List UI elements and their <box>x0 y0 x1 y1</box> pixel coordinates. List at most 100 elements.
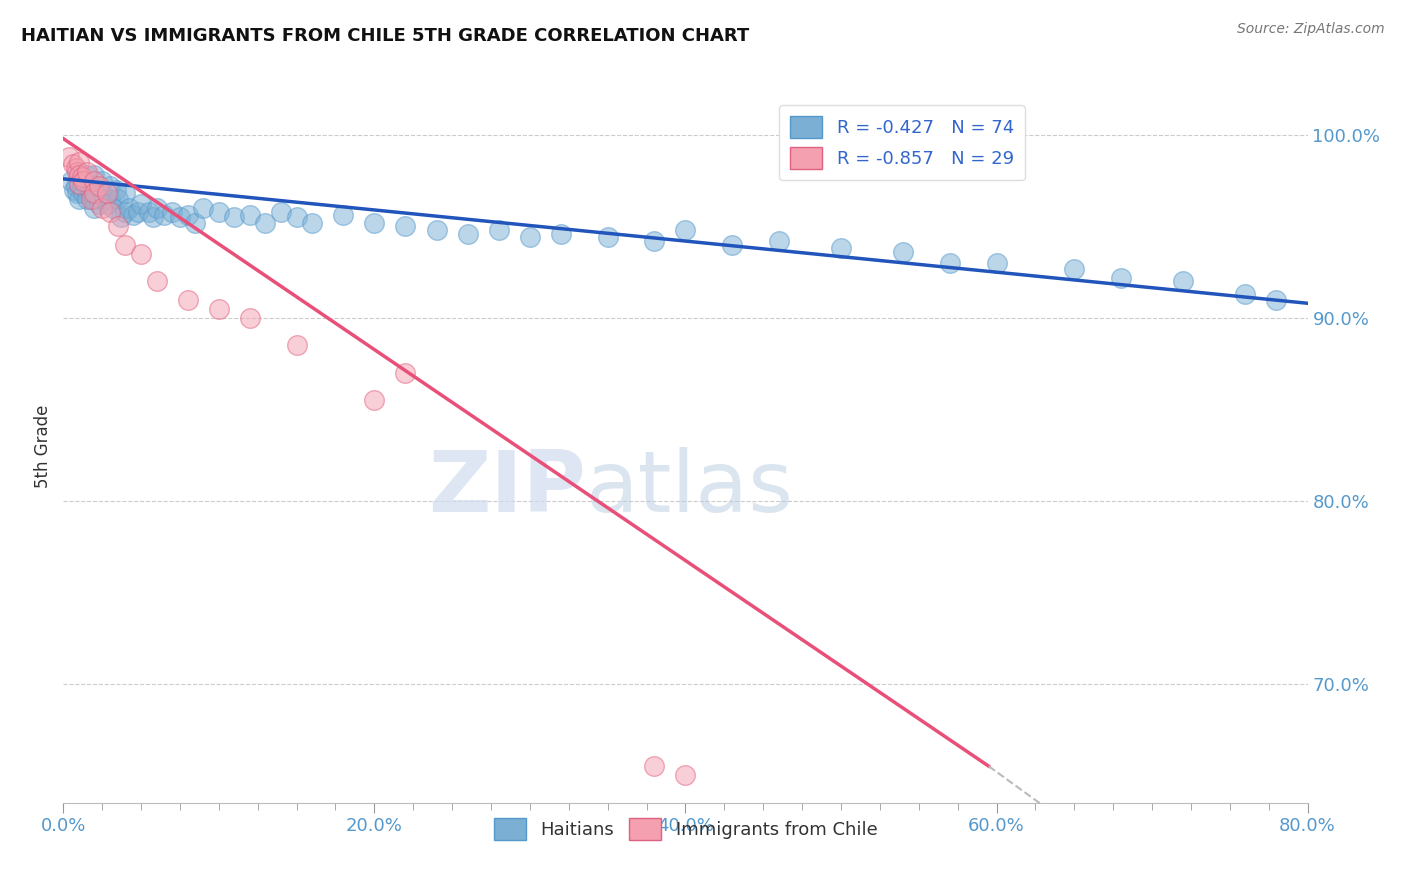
Point <box>129 197 152 211</box>
Point <box>105 183 128 197</box>
Point <box>301 216 323 230</box>
Point <box>107 219 129 234</box>
Point <box>76 192 98 206</box>
Point <box>98 204 121 219</box>
Point <box>96 186 118 201</box>
Point <box>1265 293 1288 307</box>
Point <box>98 179 121 194</box>
Point <box>254 216 277 230</box>
Point <box>114 237 136 252</box>
Point <box>70 179 93 194</box>
Point <box>426 223 449 237</box>
Point <box>87 197 110 211</box>
Text: atlas: atlas <box>586 447 794 531</box>
Point <box>67 164 90 178</box>
Point <box>193 201 215 215</box>
Point <box>550 227 572 241</box>
Text: ZIP: ZIP <box>429 447 586 531</box>
Point <box>153 209 176 223</box>
Legend: Haitians, Immigrants from Chile: Haitians, Immigrants from Chile <box>486 811 884 847</box>
Point <box>891 245 914 260</box>
Point <box>91 174 114 188</box>
Point <box>110 211 132 225</box>
Text: Source: ZipAtlas.com: Source: ZipAtlas.com <box>1237 22 1385 37</box>
Point <box>67 155 90 169</box>
Point <box>72 186 94 201</box>
Point <box>675 768 697 782</box>
Point <box>58 150 80 164</box>
Point <box>83 186 105 201</box>
Point <box>675 223 697 237</box>
Point <box>643 759 665 773</box>
Point <box>67 168 90 182</box>
Point <box>91 186 114 201</box>
Point <box>184 216 207 230</box>
Point <box>62 157 84 171</box>
Point <box>1063 261 1085 276</box>
Point <box>83 179 105 194</box>
Point <box>488 223 510 237</box>
Point <box>363 393 385 408</box>
Point <box>65 179 87 194</box>
Y-axis label: 5th Grade: 5th Grade <box>34 404 52 488</box>
Point <box>270 204 292 219</box>
Point <box>79 179 101 194</box>
Point <box>768 234 790 248</box>
Point <box>107 192 129 206</box>
Point <box>224 211 246 225</box>
Point <box>643 234 665 248</box>
Point <box>66 164 89 178</box>
Point <box>239 310 262 325</box>
Point <box>114 204 136 219</box>
Point <box>117 201 139 215</box>
Point <box>70 169 93 184</box>
Point <box>114 186 136 201</box>
Point <box>83 168 105 182</box>
Point <box>80 186 103 201</box>
Point <box>122 209 145 223</box>
Point <box>177 293 200 307</box>
Point <box>80 192 103 206</box>
Point <box>285 211 308 225</box>
Point <box>1173 274 1195 288</box>
Point <box>145 274 167 288</box>
Point <box>87 179 110 194</box>
Point <box>83 201 105 215</box>
Point <box>285 338 308 352</box>
Point <box>363 216 385 230</box>
Point <box>82 192 104 206</box>
Point <box>177 209 200 223</box>
Point <box>169 211 191 225</box>
Point <box>208 204 231 219</box>
Point <box>98 192 121 206</box>
Point <box>72 174 94 188</box>
Point <box>83 174 105 188</box>
Point <box>67 178 90 192</box>
Point <box>60 174 83 188</box>
Point <box>94 192 117 206</box>
Point <box>208 301 231 316</box>
Point <box>830 241 852 255</box>
Point <box>86 186 108 201</box>
Point <box>332 209 354 223</box>
Point <box>83 192 105 206</box>
Point <box>129 247 152 261</box>
Point <box>67 178 90 192</box>
Point <box>394 366 416 380</box>
Point <box>91 201 114 215</box>
Point <box>986 256 1008 270</box>
Point <box>63 183 86 197</box>
Point <box>96 197 118 211</box>
Point <box>101 201 124 215</box>
Point <box>67 192 90 206</box>
Point <box>596 230 619 244</box>
Point <box>142 211 165 225</box>
Point <box>145 201 167 215</box>
Point <box>239 209 262 223</box>
Point <box>1109 270 1132 285</box>
Point <box>65 161 87 175</box>
Point <box>394 219 416 234</box>
Point <box>138 204 160 219</box>
Point <box>1234 287 1257 301</box>
Point <box>127 204 149 219</box>
